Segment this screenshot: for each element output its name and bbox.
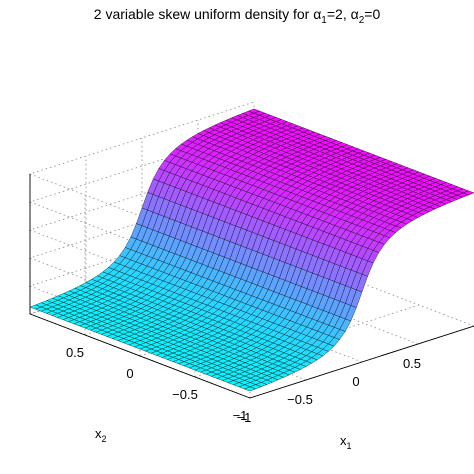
tick-labels: −1 −0.5 0 0.5 −1 −0.5 0 0.5 bbox=[66, 345, 421, 425]
axis-edge-0 bbox=[249, 325, 474, 399]
chart-title: 2 variable skew uniform density for α1=2… bbox=[93, 6, 381, 26]
axis-labels: x1 x2 bbox=[95, 426, 352, 451]
x2-tick-label: 0 bbox=[126, 366, 133, 381]
x1-tick-label: 0.5 bbox=[403, 356, 421, 371]
x1-tick-label: 0 bbox=[352, 374, 359, 389]
x1-tick-label: −0.5 bbox=[287, 392, 313, 407]
surface-patch bbox=[244, 386, 257, 392]
x2-tick-label: −1 bbox=[233, 408, 248, 423]
surface-mesh bbox=[29, 108, 474, 392]
axes-box bbox=[29, 174, 474, 399]
x2-tick-label: −0.5 bbox=[172, 387, 198, 402]
axis-edge-1 bbox=[29, 313, 251, 399]
x1-tick-label: −1 bbox=[237, 410, 252, 425]
x2-tick-label: 0.5 bbox=[66, 345, 84, 360]
x2-axis-label: x2 bbox=[95, 426, 107, 444]
x1-axis-label: x1 bbox=[340, 433, 352, 451]
